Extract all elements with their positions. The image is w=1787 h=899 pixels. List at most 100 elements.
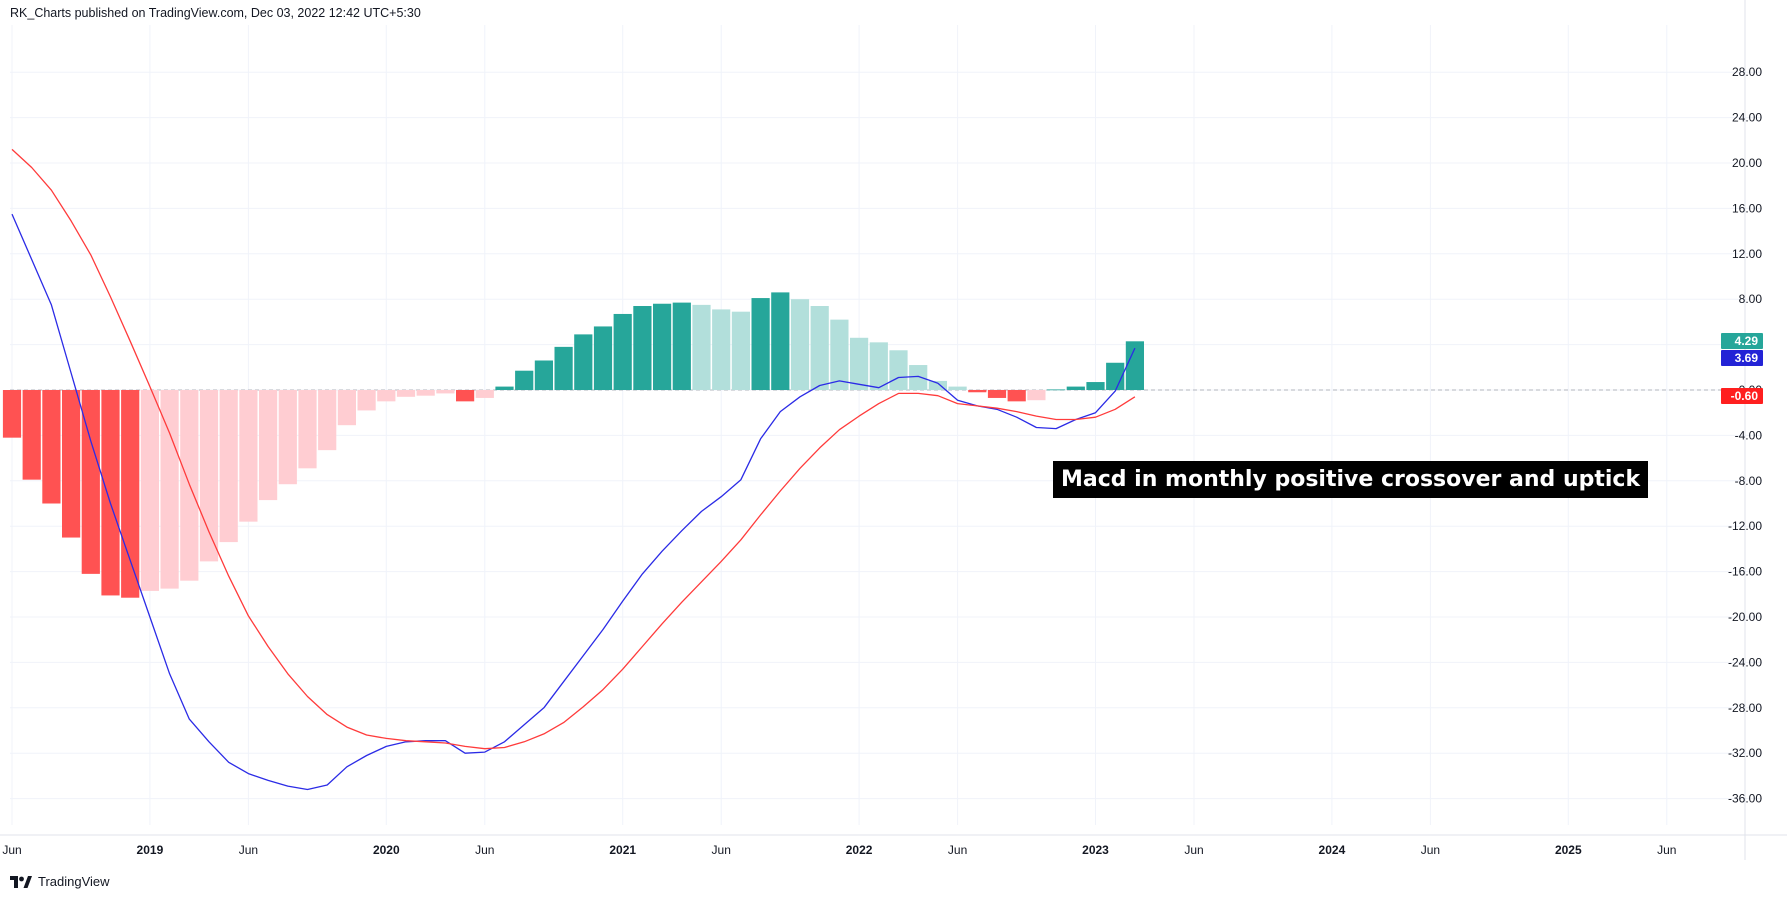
- histogram-bar: [771, 292, 790, 390]
- last-value-label: -0.60: [1731, 389, 1759, 403]
- histogram-bar: [495, 386, 514, 390]
- macd-line: [11, 213, 1136, 791]
- histogram-bar: [593, 326, 613, 390]
- histogram-bar: [1007, 390, 1026, 402]
- x-tick-label: 2025: [1555, 843, 1582, 857]
- histogram-bar: [416, 390, 435, 396]
- histogram-bar: [613, 313, 632, 390]
- y-axis[interactable]: 28.0024.0020.0016.0012.008.004.000.00-4.…: [1728, 65, 1762, 805]
- histogram-bar: [357, 390, 376, 411]
- histogram-bar: [731, 311, 750, 390]
- histogram-bar: [259, 390, 278, 501]
- last-value-badge: [1721, 388, 1763, 404]
- y-tick-label: 12.00: [1732, 247, 1762, 261]
- histogram-bar: [948, 386, 967, 390]
- histogram-bar: [751, 298, 770, 390]
- histogram-bar: [337, 390, 356, 426]
- x-tick-label: 2021: [609, 843, 636, 857]
- x-tick-label: Jun: [1657, 843, 1676, 857]
- histogram-bar: [456, 390, 475, 402]
- histogram-bar: [850, 337, 869, 390]
- footer-brand-label: TradingView: [38, 874, 110, 889]
- histogram-bar: [101, 390, 120, 596]
- x-tick-label: Jun: [239, 843, 258, 857]
- x-tick-label: 2019: [137, 843, 164, 857]
- histogram-bar: [692, 304, 711, 390]
- x-tick-label: Jun: [475, 843, 494, 857]
- histogram-bar: [1047, 389, 1066, 391]
- x-tick-label: Jun: [2, 843, 21, 857]
- last-value-badges: 4.29 3.69 -0.60: [1721, 333, 1763, 404]
- histogram-bar: [672, 302, 691, 390]
- signal-line: [11, 148, 1136, 750]
- last-value-badge: [1721, 350, 1763, 366]
- histogram-bar: [298, 390, 317, 469]
- histogram-bar: [790, 299, 810, 390]
- histogram-bar: [1086, 382, 1105, 390]
- y-tick-label: -12.00: [1728, 519, 1762, 533]
- histogram-bar: [928, 380, 947, 390]
- x-tick-label: Jun: [1421, 843, 1440, 857]
- x-tick-label: Jun: [712, 843, 731, 857]
- x-tick-label: Jun: [1184, 843, 1203, 857]
- histogram-bar: [968, 390, 987, 393]
- histogram-bar: [1106, 362, 1125, 390]
- histogram-bar: [869, 342, 888, 390]
- x-tick-label: 2020: [373, 843, 400, 857]
- histogram-bar: [830, 319, 849, 390]
- histogram-bar: [318, 390, 337, 451]
- histogram-bar: [121, 390, 140, 598]
- y-tick-label: -36.00: [1728, 792, 1762, 806]
- x-tick-label: 2023: [1082, 843, 1109, 857]
- x-tick-label: 2022: [846, 843, 873, 857]
- histogram-bar: [1027, 390, 1046, 401]
- histogram-bar: [2, 390, 22, 438]
- x-axis[interactable]: Jun 2019 Jun 2020 Jun 2021 Jun 2022 Jun 2023 Jun 20…: [2, 843, 1676, 857]
- histogram-bar: [62, 390, 81, 538]
- histogram-bar: [81, 390, 100, 574]
- histogram-bar: [436, 390, 455, 394]
- y-tick-label: -20.00: [1728, 610, 1762, 624]
- histogram-bar: [377, 390, 396, 402]
- histogram-bar: [239, 390, 258, 522]
- histogram-bar: [278, 390, 297, 485]
- histogram-bar: [199, 390, 219, 562]
- histogram-bar: [396, 390, 416, 397]
- y-tick-label: 16.00: [1732, 201, 1762, 215]
- y-tick-label: 8.00: [1739, 292, 1763, 306]
- histogram-bar: [515, 370, 534, 390]
- histogram-bar: [219, 390, 238, 543]
- y-tick-label: -16.00: [1728, 565, 1762, 579]
- histogram-bar: [712, 309, 731, 390]
- histogram-bar: [1066, 386, 1085, 390]
- y-tick-label: -4.00: [1735, 428, 1763, 442]
- footer-brand[interactable]: TradingView: [10, 874, 110, 889]
- y-tick-label: -32.00: [1728, 746, 1762, 760]
- indicator-lines: [11, 148, 1136, 791]
- tradingview-logo-icon: [10, 875, 32, 888]
- histogram-bar: [909, 365, 928, 390]
- y-tick-label: 24.00: [1732, 111, 1762, 125]
- publisher-header: RK_Charts published on TradingView.com, …: [10, 6, 421, 20]
- chart-annotation: Macd in monthly positive crossover and u…: [1053, 461, 1649, 498]
- y-tick-label: 28.00: [1732, 65, 1762, 79]
- histogram-bar: [653, 303, 672, 390]
- histogram-bar: [574, 334, 593, 390]
- histogram-bar: [810, 306, 829, 390]
- last-value-label: 4.29: [1735, 334, 1759, 348]
- histogram-bar: [534, 360, 553, 390]
- grid: [0, 0, 1787, 860]
- x-tick-label: Jun: [948, 843, 967, 857]
- histogram-bar: [140, 390, 159, 591]
- histogram-bar: [633, 306, 652, 390]
- last-value-label: 3.69: [1735, 351, 1759, 365]
- y-tick-label: 20.00: [1732, 156, 1762, 170]
- histogram-bar: [987, 390, 1007, 398]
- histogram-bar: [22, 390, 41, 480]
- histogram-bar: [42, 390, 61, 504]
- y-tick-label: -28.00: [1728, 701, 1762, 715]
- histogram-bar: [554, 346, 573, 390]
- x-tick-label: 2024: [1319, 843, 1346, 857]
- last-value-badge: [1721, 333, 1763, 349]
